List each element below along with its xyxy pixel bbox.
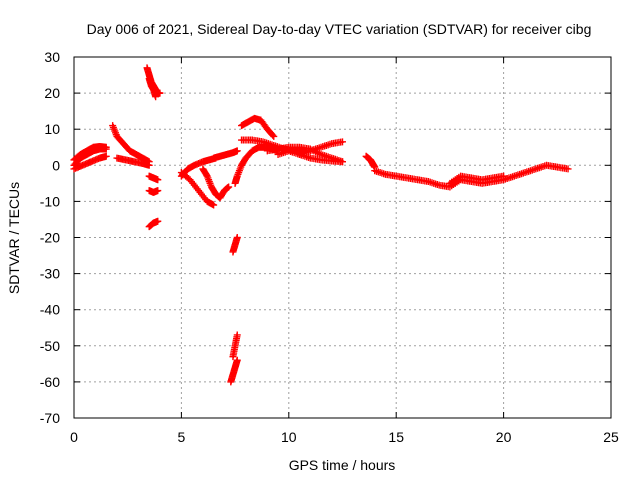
data-point: [339, 158, 346, 166]
data-points: [70, 64, 572, 386]
grid: [74, 57, 611, 418]
x-tick-label: 10: [281, 429, 297, 445]
data-point: [154, 176, 162, 184]
x-axis-label: GPS time / hours: [289, 457, 396, 473]
y-tick-label: -30: [40, 266, 60, 282]
plot-frame: [73, 56, 612, 419]
data-point: [102, 152, 110, 160]
data-point: [233, 356, 241, 364]
series-arc-d: [109, 122, 153, 166]
y-axis-label: SDTVAR / TECUs: [6, 182, 22, 294]
x-tick-label: 20: [496, 429, 512, 445]
chart-title: Day 006 of 2021, Sidereal Day-to-day VTE…: [87, 21, 592, 37]
series-arc-j: [145, 75, 160, 101]
series-arc-q: [229, 331, 241, 361]
series-arc-w: [296, 138, 346, 158]
x-tick-label: 15: [388, 429, 404, 445]
data-point: [339, 138, 346, 146]
series-arc-r: [227, 356, 241, 386]
y-tick-label: -20: [40, 230, 60, 246]
series-arc-h: [145, 217, 162, 231]
x-tick-label: 25: [603, 429, 619, 445]
series-arc-s: [238, 114, 278, 140]
data-point: [270, 132, 278, 140]
data-point: [152, 93, 160, 101]
data-point: [225, 183, 233, 191]
series-arc-z: [446, 172, 508, 187]
data-point: [102, 143, 110, 151]
data-point: [154, 217, 162, 225]
data-point: [269, 131, 277, 139]
y-tick-label: -40: [40, 302, 60, 318]
data-point: [233, 234, 241, 241]
y-tick-label: -50: [40, 338, 60, 354]
x-tick-label: 0: [70, 429, 78, 445]
data-point: [500, 172, 508, 180]
data-point: [233, 331, 241, 339]
series-arc-p: [229, 234, 241, 256]
x-tick-label: 5: [178, 429, 186, 445]
data-point: [145, 161, 153, 169]
y-tick-label: 20: [44, 85, 60, 101]
y-tick-label: -70: [40, 410, 60, 426]
axis-ticks: 0 5 10 15 20 25 30 20 10 0 -10 -20 -30 -40 -50 -60 -70: [40, 49, 619, 445]
y-tick-label: -10: [40, 193, 60, 209]
y-tick-label: 30: [44, 49, 60, 65]
series-arc-n: [210, 147, 241, 162]
series-arc-b: [70, 143, 110, 164]
series-arc-e: [113, 154, 153, 169]
data-point: [233, 147, 241, 155]
y-tick-label: 0: [52, 157, 60, 173]
data-point: [154, 187, 162, 195]
series-arc-c: [70, 152, 110, 173]
y-tick-label: 10: [44, 121, 60, 137]
y-tick-label: -60: [40, 374, 60, 390]
data-point: [564, 165, 572, 173]
series-arc-f: [145, 172, 162, 184]
series-arc-g: [145, 187, 162, 196]
series-arc-l: [177, 169, 218, 209]
series-arc-m: [199, 165, 233, 202]
data-point: [210, 201, 218, 209]
series-arc-x: [362, 152, 379, 171]
